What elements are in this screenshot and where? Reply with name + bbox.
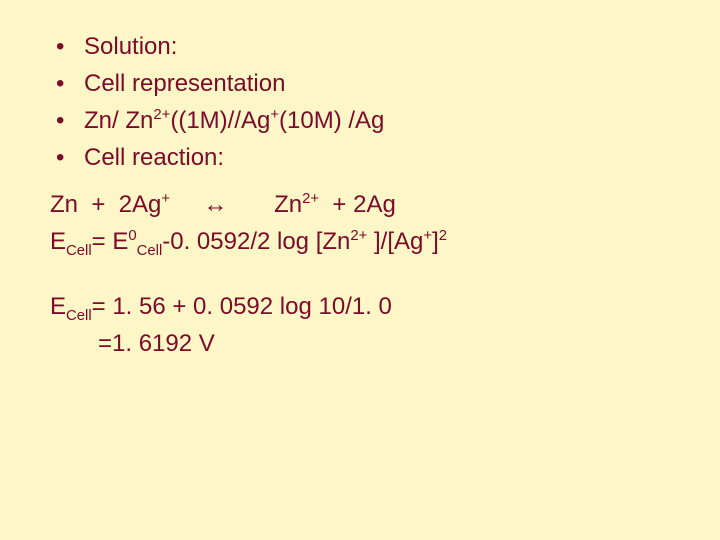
- slide: Solution: Cell representation Zn/ Zn2+((…: [0, 0, 720, 540]
- bullet-text: Cell representation: [84, 70, 285, 97]
- bullet-item: Zn/ Zn2+((1M)//Ag+(10M) /Ag: [50, 102, 680, 139]
- bullet-list: Solution: Cell representation Zn/ Zn2+((…: [50, 28, 680, 176]
- bullet-text: Cell reaction:: [84, 144, 224, 171]
- bullet-text: Solution:: [84, 33, 177, 60]
- equation-line: =1. 6192 V: [50, 325, 680, 362]
- equation-line: ECell= E0Cell-0. 0592/2 log [Zn2+ ]/[Ag+…: [50, 223, 680, 260]
- spacer: [50, 260, 680, 288]
- bullet-item: Solution:: [50, 28, 680, 65]
- bullet-text: Zn/ Zn2+((1M)//Ag+(10M) /Ag: [84, 107, 384, 134]
- equation-line: ECell= 1. 56 + 0. 0592 log 10/1. 0: [50, 288, 680, 325]
- bullet-item: Cell representation: [50, 65, 680, 102]
- equation-line: Zn + 2Ag+ ↔ Zn2+ + 2Ag: [50, 186, 680, 223]
- bullet-item: Cell reaction:: [50, 139, 680, 176]
